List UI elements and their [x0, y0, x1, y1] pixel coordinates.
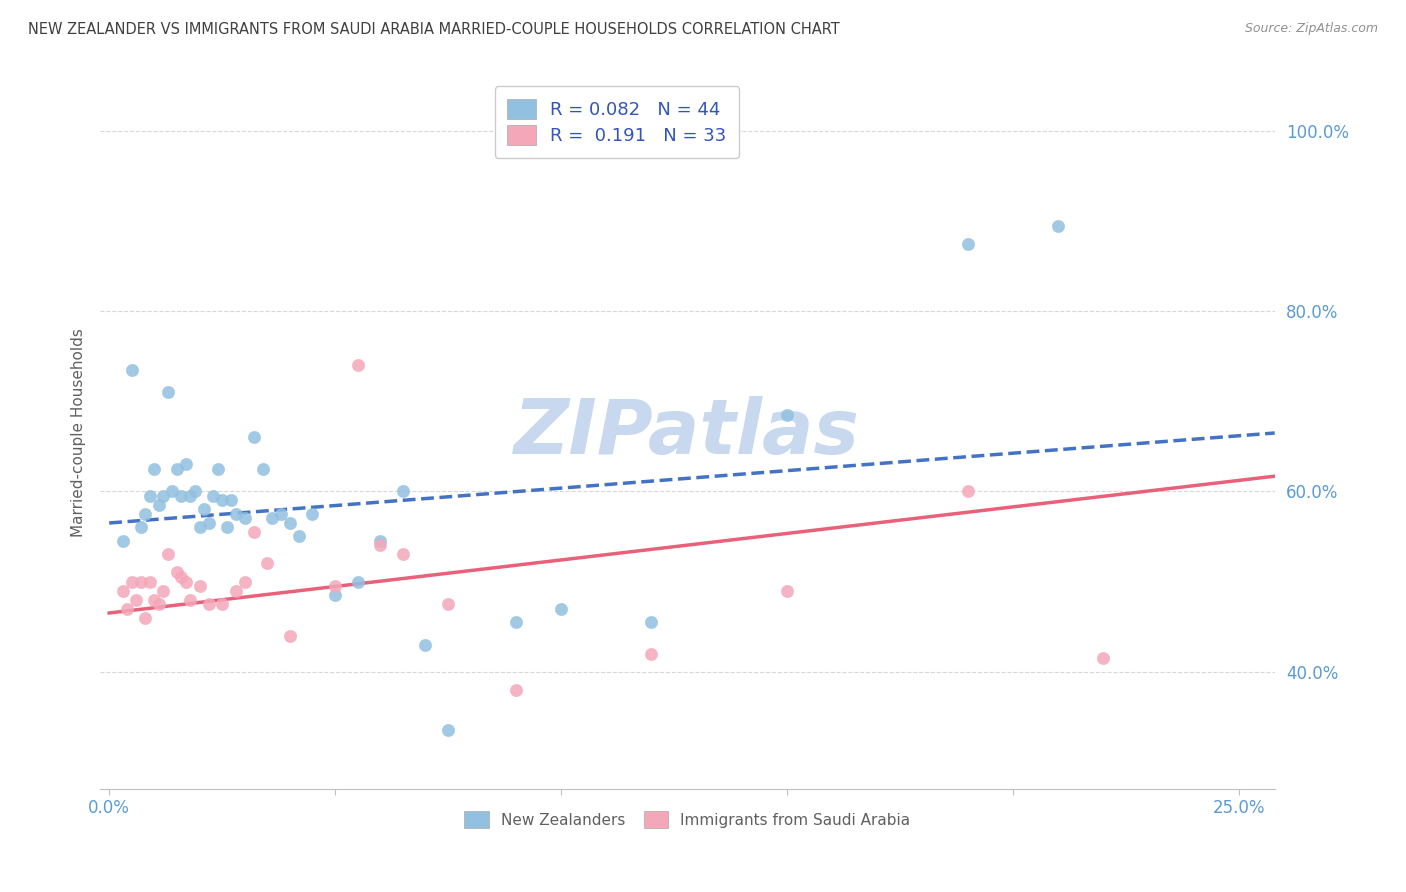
Y-axis label: Married-couple Households: Married-couple Households: [72, 328, 86, 537]
Point: [278, 628, 301, 642]
Point: [115, 601, 138, 615]
Point: [207, 462, 229, 476]
Point: [252, 462, 274, 476]
Point: [225, 507, 247, 521]
Point: [156, 385, 179, 400]
Point: [148, 498, 170, 512]
Point: [242, 524, 264, 539]
Point: [211, 493, 233, 508]
Point: [166, 462, 188, 476]
Point: [242, 430, 264, 444]
Point: [156, 548, 179, 562]
Point: [323, 588, 346, 602]
Point: [152, 489, 174, 503]
Point: [134, 610, 156, 624]
Point: [640, 615, 662, 629]
Point: [125, 592, 148, 607]
Point: [148, 597, 170, 611]
Text: NEW ZEALANDER VS IMMIGRANTS FROM SAUDI ARABIA MARRIED-COUPLE HOUSEHOLDS CORRELAT: NEW ZEALANDER VS IMMIGRANTS FROM SAUDI A…: [28, 22, 839, 37]
Point: [640, 647, 662, 661]
Point: [134, 507, 156, 521]
Point: [437, 723, 460, 737]
Point: [550, 601, 572, 615]
Point: [219, 493, 242, 508]
Point: [143, 592, 166, 607]
Point: [278, 516, 301, 530]
Text: ZIPatlas: ZIPatlas: [515, 396, 860, 470]
Point: [121, 574, 143, 589]
Point: [111, 583, 134, 598]
Point: [956, 484, 979, 499]
Point: [197, 597, 219, 611]
Point: [346, 359, 368, 373]
Point: [170, 570, 193, 584]
Point: [139, 489, 162, 503]
Point: [368, 539, 391, 553]
Point: [505, 682, 527, 697]
Point: [143, 462, 166, 476]
Point: [174, 574, 197, 589]
Point: [260, 511, 283, 525]
Point: [188, 520, 211, 534]
Point: [139, 574, 162, 589]
Point: [162, 484, 184, 499]
Point: [215, 520, 238, 534]
Point: [391, 484, 413, 499]
Point: [211, 597, 233, 611]
Point: [174, 458, 197, 472]
Point: [233, 511, 256, 525]
Point: [301, 507, 323, 521]
Point: [184, 484, 207, 499]
Point: [956, 236, 979, 251]
Point: [197, 516, 219, 530]
Text: Source: ZipAtlas.com: Source: ZipAtlas.com: [1244, 22, 1378, 36]
Point: [233, 574, 256, 589]
Point: [391, 548, 413, 562]
Point: [776, 583, 799, 598]
Point: [166, 566, 188, 580]
Point: [1092, 651, 1115, 665]
Point: [188, 579, 211, 593]
Point: [129, 520, 152, 534]
Point: [202, 489, 225, 503]
Point: [193, 502, 215, 516]
Point: [179, 489, 201, 503]
Point: [225, 583, 247, 598]
Point: [323, 579, 346, 593]
Point: [152, 583, 174, 598]
Point: [346, 574, 368, 589]
Point: [437, 597, 460, 611]
Legend: New Zealanders, Immigrants from Saudi Arabia: New Zealanders, Immigrants from Saudi Ar…: [458, 805, 917, 834]
Point: [129, 574, 152, 589]
Point: [170, 489, 193, 503]
Point: [256, 557, 278, 571]
Point: [270, 507, 292, 521]
Point: [1046, 219, 1069, 233]
Point: [288, 529, 311, 543]
Point: [111, 533, 134, 548]
Point: [776, 408, 799, 422]
Point: [368, 533, 391, 548]
Point: [121, 363, 143, 377]
Point: [505, 615, 527, 629]
Point: [415, 638, 437, 652]
Point: [179, 592, 201, 607]
